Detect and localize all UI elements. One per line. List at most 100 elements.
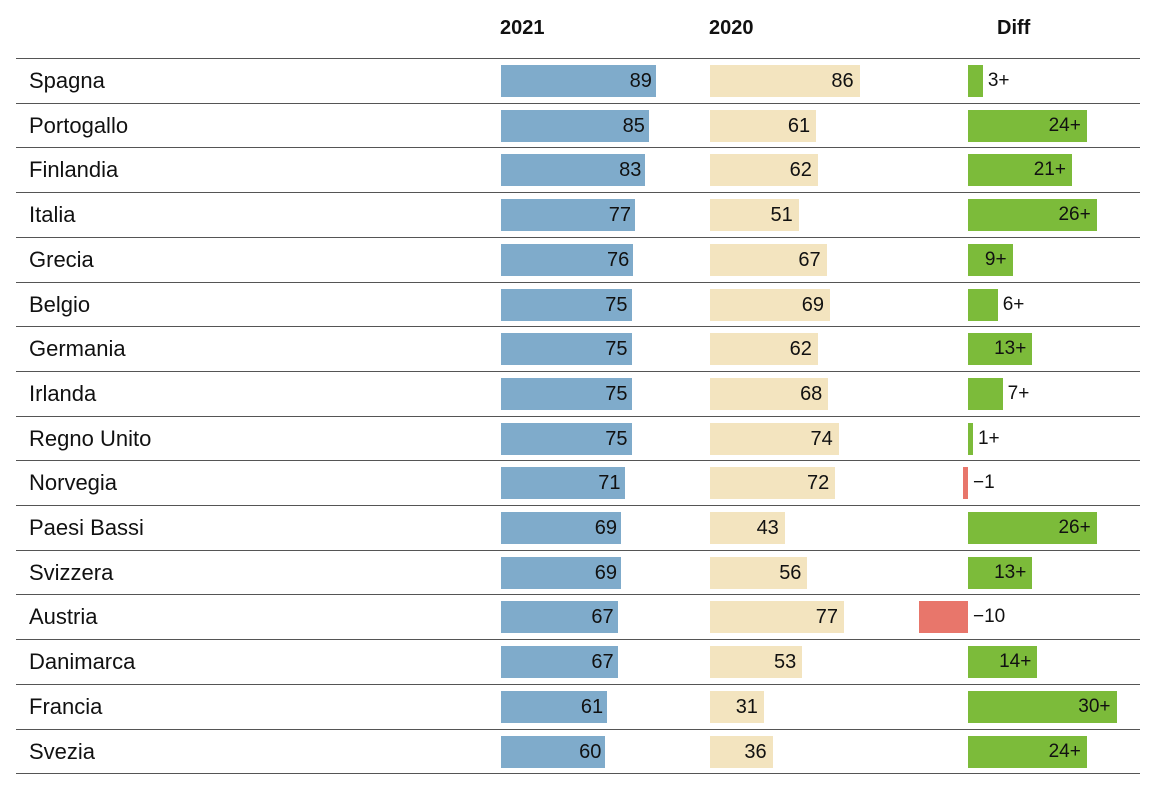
column-header-2020: 2020 (709, 17, 754, 39)
value-label-2021: 69 (594, 517, 618, 539)
value-label-2020: 74 (810, 427, 833, 450)
country-label: Austria (29, 604, 98, 630)
table-row: Regno Unito 75 74 1+ (16, 415, 1140, 461)
value-label-2020: 86 (831, 70, 854, 92)
value-label-2020: 69 (801, 293, 825, 316)
bar-2020 (710, 333, 818, 366)
table-row: Svezia 60 36 24+ (16, 728, 1140, 774)
value-label-diff: 7+ (1007, 382, 1030, 404)
bar-2020 (710, 646, 803, 679)
country-label: Francia (29, 693, 103, 719)
bar-2021 (501, 377, 632, 410)
bar-2021 (501, 422, 632, 455)
bar-2021 (501, 512, 622, 544)
table-row: Belgio 75 69 6+ (16, 281, 1140, 327)
bar-diff (968, 154, 1072, 187)
value-label-2021: 77 (608, 204, 631, 227)
value-label-2020: 72 (807, 472, 830, 495)
value-label-diff: 3+ (987, 70, 1010, 91)
table-row: Austria 67 77 −10 (16, 594, 1140, 639)
table-row: Spagna 89 86 3+ (16, 58, 1140, 103)
value-label-2021: 89 (629, 70, 652, 92)
table-row: Paesi Bassi 69 43 26+ (16, 505, 1140, 550)
value-label-2020: 61 (787, 114, 811, 137)
country-label: Svezia (29, 738, 96, 764)
bar-2020 (710, 422, 839, 455)
value-label-diff: 24+ (1048, 114, 1081, 136)
table-row: Francia 61 31 30+ (16, 683, 1140, 729)
value-label-2021: 76 (606, 248, 630, 271)
value-label-2021: 75 (605, 382, 628, 405)
value-label-2021: 71 (598, 472, 621, 495)
country-label: Italia (29, 202, 76, 228)
value-label-2020: 62 (789, 159, 812, 182)
bar-2021 (501, 646, 618, 679)
country-label: Belgio (29, 291, 91, 317)
bar-2021 (501, 735, 606, 768)
value-label-diff: −10 (973, 606, 1006, 628)
value-label-2021: 67 (591, 606, 614, 629)
value-label-diff: 6+ (1002, 293, 1025, 315)
bar-2020 (710, 243, 827, 276)
bar-2020 (710, 735, 773, 768)
value-label-2020: 51 (770, 204, 793, 227)
value-label-diff: −1 (973, 472, 995, 494)
value-label-diff: 30+ (1078, 695, 1111, 717)
bar-2021 (501, 467, 625, 500)
bar-2020 (710, 154, 818, 187)
bar-diff (968, 735, 1087, 768)
country-label: Irlanda (29, 380, 97, 406)
bar-diff (963, 467, 968, 500)
value-label-2020: 53 (773, 651, 797, 674)
table-row: Grecia 76 67 9+ (16, 236, 1140, 282)
bar-2020 (710, 199, 799, 232)
table-row: Svizzera 69 56 13+ (16, 549, 1140, 595)
bar-2021 (501, 65, 656, 97)
value-label-2020: 56 (779, 561, 802, 584)
value-label-2021: 85 (622, 114, 645, 137)
bar-diff (968, 65, 983, 97)
table-row: Germania 75 62 13+ (16, 326, 1140, 371)
bar-2021 (501, 333, 632, 366)
value-label-diff: 24+ (1048, 740, 1081, 762)
country-label: Paesi Bassi (29, 515, 144, 540)
table-row: Italia 77 51 26+ (16, 192, 1140, 237)
column-header-diff: Diff (997, 17, 1031, 39)
bar-diff (968, 512, 1097, 544)
bar-diff (968, 199, 1097, 232)
bar-2021 (501, 288, 632, 321)
value-label-diff: 13+ (994, 561, 1027, 583)
value-label-2020: 62 (789, 338, 812, 361)
bar-2020 (710, 512, 785, 544)
value-label-2020: 36 (744, 740, 767, 763)
column-header-2021: 2021 (500, 17, 545, 39)
country-label: Regno Unito (29, 425, 152, 451)
value-label-2020: 77 (815, 606, 838, 629)
table-row: Norvegia 71 72 −1 (16, 460, 1140, 505)
value-label-2020: 68 (800, 382, 823, 405)
value-label-2020: 31 (735, 695, 758, 718)
value-label-2021: 75 (605, 338, 628, 361)
value-label-diff: 26+ (1058, 204, 1091, 226)
bar-diff (968, 377, 1003, 410)
value-label-diff: 1+ (977, 427, 1000, 449)
country-label: Norvegia (29, 470, 118, 496)
bar-2021 (501, 154, 646, 187)
value-label-2021: 75 (605, 293, 628, 316)
country-label: Svizzera (29, 559, 114, 585)
value-label-diff: 9+ (984, 248, 1007, 270)
bar-2020 (710, 288, 831, 321)
value-label-2020: 43 (756, 517, 779, 539)
bar-2021 (501, 199, 635, 232)
value-label-diff: 26+ (1058, 517, 1091, 538)
bar-diff (968, 109, 1087, 142)
value-label-2020: 67 (798, 248, 821, 271)
value-label-2021: 75 (605, 427, 628, 450)
bar-2021 (501, 109, 649, 142)
bar-diff (968, 288, 998, 321)
bar-2020 (710, 601, 844, 634)
table-row: Danimarca 67 53 14+ (16, 639, 1140, 684)
table-row: Portogallo 85 61 24+ (16, 102, 1140, 148)
bar-diff (968, 556, 1033, 589)
